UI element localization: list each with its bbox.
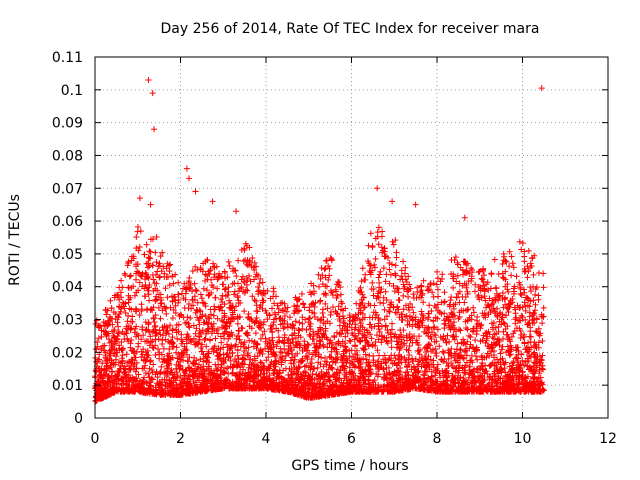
y-tick-label: 0.08	[52, 148, 83, 164]
y-tick-label: 0.05	[52, 247, 83, 263]
roti-markers	[92, 76, 547, 405]
chart-title: Day 256 of 2014, Rate Of TEC Index for r…	[161, 21, 540, 37]
x-tick-label: 10	[514, 431, 532, 447]
y-tick-label: 0.09	[52, 116, 83, 132]
x-tick-label: 2	[176, 431, 185, 447]
axis-ticks: 0 0.01 0.02 0.03 0.04 0.05 0.06 0.07 0.08 0.09 0.1…	[52, 50, 617, 447]
x-tick-label: 4	[262, 431, 271, 447]
y-tick-label: 0.04	[52, 280, 83, 296]
y-tick-label: 0.1	[61, 83, 83, 99]
x-tick-label: 6	[347, 431, 356, 447]
x-tick-label: 8	[433, 431, 442, 447]
y-tick-label: 0.11	[52, 50, 83, 66]
x-axis-label: GPS time / hours	[291, 458, 408, 474]
y-tick-label: 0.03	[52, 313, 83, 329]
y-tick-label: 0.06	[52, 214, 83, 230]
y-axis-label: ROTI / TECUs	[7, 194, 23, 286]
data-points	[92, 76, 547, 405]
x-tick-label: 0	[91, 431, 100, 447]
y-tick-label: 0.07	[52, 181, 83, 197]
y-tick-label: 0	[74, 411, 83, 427]
y-tick-label: 0.01	[52, 378, 83, 394]
x-tick-label: 12	[599, 431, 617, 447]
y-tick-label: 0.02	[52, 345, 83, 361]
